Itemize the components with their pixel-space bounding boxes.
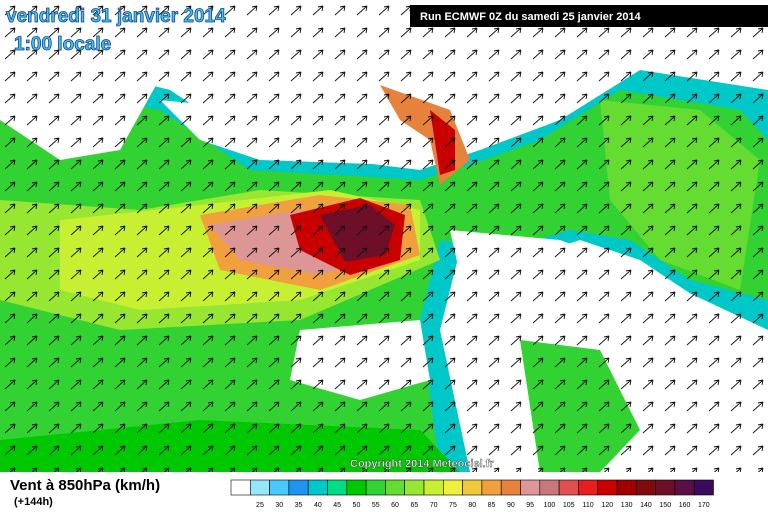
- legend-label: 55: [372, 502, 380, 509]
- color-legend: 25 30 35 40 45 50 55 60 65 70 75 80 85 90 95 100 105 110 1…: [230, 479, 714, 509]
- legend-swatch: [250, 479, 270, 496]
- legend-swatch: [230, 479, 251, 496]
- legend-swatch: [307, 479, 328, 496]
- legend-label: 130: [621, 502, 633, 509]
- legend-swatch: [346, 479, 367, 496]
- legend-swatch: [423, 479, 444, 496]
- legend-swatch: [635, 479, 656, 496]
- legend-swatch: [288, 479, 309, 496]
- legend-swatch: [693, 479, 714, 496]
- legend-label: 150: [659, 502, 671, 509]
- legend-label: 25: [256, 502, 264, 509]
- legend-swatch: [500, 479, 521, 496]
- legend-label: 120: [602, 502, 614, 509]
- legend-label: 105: [563, 502, 575, 509]
- legend-label: 40: [314, 502, 322, 509]
- legend-label: 95: [526, 502, 534, 509]
- legend-swatch: [442, 479, 463, 496]
- legend-swatch: [674, 479, 695, 496]
- legend-label: 170: [698, 502, 710, 509]
- legend-swatch: [327, 479, 348, 496]
- legend-label: 45: [333, 502, 341, 509]
- legend-label: 75: [449, 502, 457, 509]
- legend-label: 110: [582, 502, 593, 509]
- legend-swatch: [404, 479, 425, 496]
- legend-swatch: [365, 479, 386, 496]
- legend-label: 70: [430, 502, 438, 509]
- footer-lead: (+144h): [14, 496, 53, 508]
- legend-swatch: [481, 479, 502, 496]
- legend-swatch: [616, 479, 637, 496]
- legend-swatch: [520, 479, 541, 496]
- legend-swatch: [655, 479, 676, 496]
- legend-swatch: [385, 479, 405, 496]
- legend-label: 160: [679, 502, 691, 509]
- legend-label: 65: [410, 502, 418, 509]
- legend-swatch: [269, 479, 290, 496]
- footer-title: Vent à 850hPa (km/h): [10, 477, 160, 494]
- legend-label: 100: [544, 502, 556, 509]
- legend-label: 50: [353, 502, 361, 509]
- legend-swatch: [462, 479, 483, 496]
- legend-swatch: [558, 479, 579, 496]
- legend-label: 90: [507, 502, 515, 509]
- legend-swatch: [597, 479, 618, 496]
- run-box: [410, 5, 768, 27]
- time-title: 1:00 locale: [14, 34, 111, 55]
- legend-label: 80: [468, 502, 476, 509]
- copyright: Copyright 2014 Meteociel.fr: [350, 458, 494, 470]
- legend-swatch: [578, 479, 599, 496]
- legend-label: 140: [640, 502, 652, 509]
- run-label: Run ECMWF 0Z du samedi 25 janvier 2014: [420, 11, 642, 23]
- legend-label: 85: [488, 502, 496, 509]
- legend-label: 30: [275, 502, 283, 509]
- legend-swatch: [539, 479, 560, 496]
- map: [0, 0, 768, 472]
- legend-label: 60: [391, 502, 399, 509]
- legend-label: 35: [295, 502, 303, 509]
- date-title: vendredi 31 janvier 2014: [6, 6, 226, 27]
